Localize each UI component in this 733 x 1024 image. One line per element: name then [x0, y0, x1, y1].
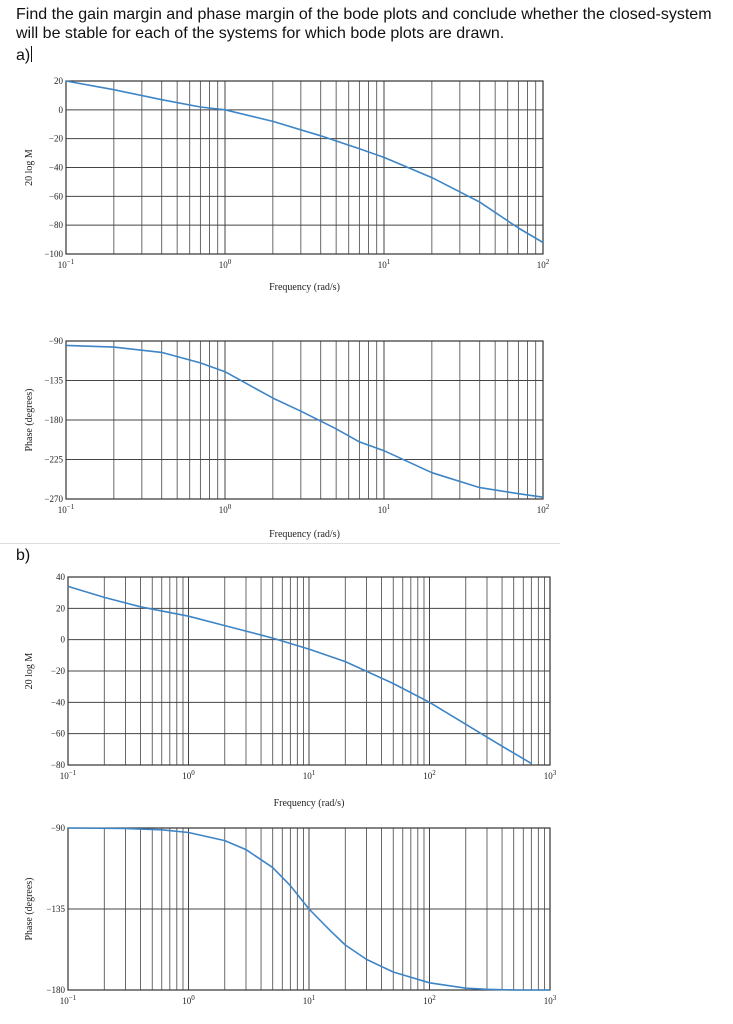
y-tick-label: −100 [44, 249, 63, 259]
y-tick-label: 40 [56, 572, 66, 582]
x-tick-label: 100 [219, 503, 232, 515]
y-tick-label: −80 [49, 220, 64, 230]
x-tick-label: 103 [544, 769, 557, 781]
plot-frame [65, 80, 544, 255]
y-tick-label: −90 [51, 823, 66, 833]
y-tick-label: −180 [46, 985, 65, 995]
question-text: Find the gain margin and phase margin of… [16, 5, 728, 43]
x-tick-label: 101 [378, 503, 391, 515]
plot-frame [67, 827, 551, 991]
data-curve [65, 80, 544, 244]
y-tick-label: −60 [49, 191, 64, 201]
y-tick-label: 0 [59, 105, 64, 115]
y-tick-label: −90 [49, 336, 64, 346]
y-axis-label: 20 log M [24, 653, 35, 690]
y-tick-label: −20 [51, 666, 66, 676]
y-tick-label: −135 [46, 904, 65, 914]
x-tick-label: 100 [182, 994, 195, 1006]
part-a-label: a) [16, 46, 33, 64]
y-tick-label: −180 [44, 415, 63, 425]
y-axis-label: Phase (degrees) [24, 877, 35, 940]
x-tick-label: 101 [303, 994, 316, 1006]
x-tick-label: 101 [378, 258, 391, 270]
y-tick-label: 20 [56, 603, 66, 613]
x-tick-label: 10−1 [58, 503, 75, 515]
y-tick-label: −20 [49, 134, 64, 144]
x-axis-label: Frequency (rad/s) [274, 798, 345, 809]
x-tick-label: 100 [219, 258, 232, 270]
y-axis-label: 20 log M [24, 149, 35, 186]
x-tick-label: 10−1 [60, 994, 77, 1006]
x-tick-label: 10−1 [60, 769, 77, 781]
plot-frame [67, 576, 551, 766]
y-tick-label: −60 [51, 729, 66, 739]
x-tick-label: 101 [303, 769, 316, 781]
data-curve [67, 827, 550, 991]
data-curve [65, 344, 544, 498]
x-tick-label: 102 [423, 769, 436, 781]
y-tick-label: −40 [49, 163, 64, 173]
x-tick-label: 102 [537, 503, 550, 515]
question-body: Find the gain margin and phase margin of… [16, 6, 712, 42]
y-tick-label: −225 [44, 455, 63, 465]
text-cursor [31, 46, 33, 62]
y-axis-label: Phase (degrees) [24, 388, 35, 451]
y-tick-label: −135 [44, 376, 63, 386]
y-tick-label: −80 [51, 760, 66, 770]
y-tick-label: 0 [61, 635, 66, 645]
y-tick-label: −40 [51, 697, 66, 707]
x-tick-label: 102 [537, 258, 550, 270]
x-tick-label: 100 [182, 769, 195, 781]
data-curve [67, 585, 532, 765]
part-b-label: b) [16, 547, 31, 564]
x-axis-label: Frequency (rad/s) [269, 529, 340, 540]
y-tick-label: −270 [44, 494, 63, 504]
y-tick-label: 20 [54, 76, 64, 86]
x-tick-label: 102 [423, 994, 436, 1006]
x-tick-label: 10−1 [58, 258, 75, 270]
x-axis-label: Frequency (rad/s) [269, 282, 340, 293]
plot-frame [65, 340, 544, 500]
x-tick-label: 103 [544, 994, 557, 1006]
